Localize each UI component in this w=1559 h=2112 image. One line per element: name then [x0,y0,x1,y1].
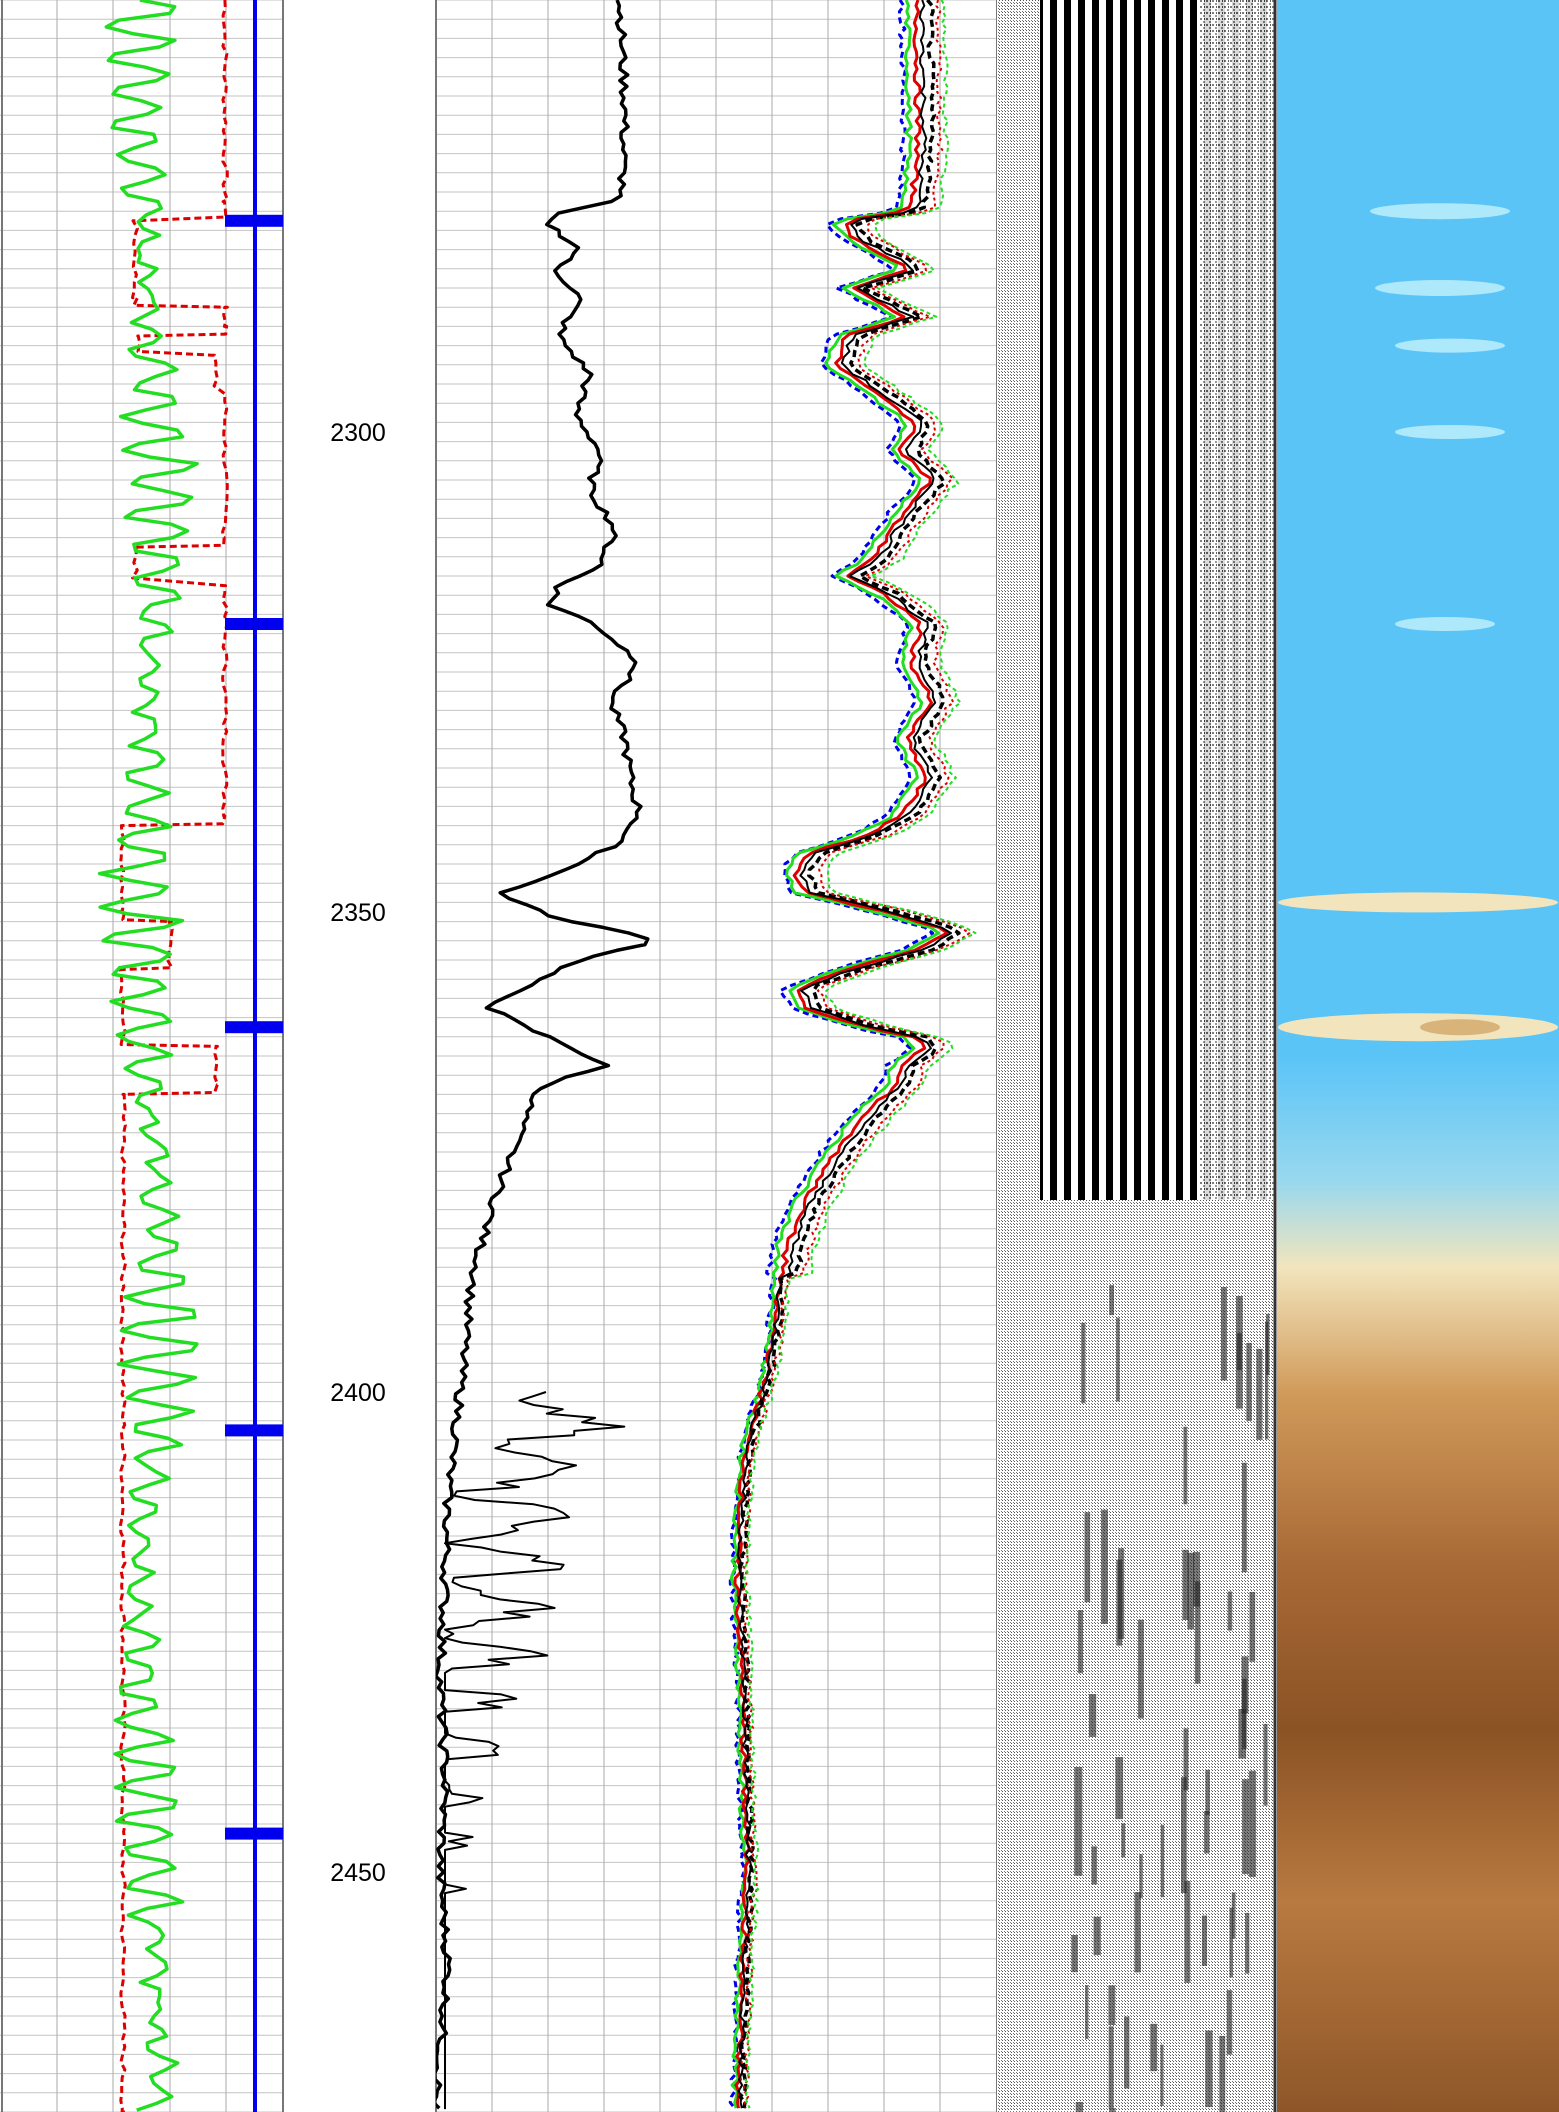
waveform-streak [1182,1549,1189,1620]
waveform-streak [1139,1854,1143,1899]
image-track [1277,0,1559,2112]
black-curve-primary [436,0,650,2110]
waveform-streak [1108,1985,1116,2026]
waveform-streak [1226,1990,1233,2055]
waveform-streak [1184,1880,1191,1983]
waveform-streak [1075,2101,1084,2112]
waveform-streak [1219,2035,1226,2112]
waveform-streak [1263,1723,1268,1806]
depth-label: 2350 [330,899,386,927]
waveform-streak [1256,1348,1263,1440]
waveform-streak [1242,1779,1249,1875]
waveform-streak [1265,1321,1269,1440]
blue-marker [225,1021,283,1034]
waveform-streak [1229,1907,1233,1978]
image-bright-band [1420,1019,1500,1036]
depth-track: 2300 2350 2400 2450 [330,419,386,1887]
image-bright-band [1395,617,1495,631]
waveform-streak [1084,1512,1091,1603]
waveform-streak [1245,1912,1250,1974]
waveform-streak [1085,1985,1089,2040]
waveform-streak [1183,1426,1188,1505]
waveform-streak [1193,1551,1200,1607]
green-curve-track3 [729,0,940,2109]
blue-marker [225,1424,283,1437]
waveform-streak [1194,1581,1201,1684]
waveform-track [997,0,1277,2112]
waveform-streak [1204,1810,1210,1854]
waveform-streak [1242,1678,1247,1749]
waveform-streak [1115,1757,1124,1820]
waveform-streak [1241,1462,1247,1573]
waveform-streak [1221,1287,1227,1381]
waveform-streak [1249,1591,1256,1662]
waveform-streak [1116,1559,1123,1646]
image-bright-band [1375,280,1505,296]
waveform-streak [1124,2016,1130,2089]
waveform-streak [1134,1892,1141,1973]
image-background [1277,0,1559,2112]
track-1-curves [97,0,283,2112]
image-bright-band [1370,203,1510,220]
waveform-streak [1180,1777,1187,1894]
waveform-streak [1205,2030,1213,2108]
depth-label: 2450 [330,1859,386,1887]
waveform-streak [1231,1892,1236,1939]
waveform-streak [1077,1610,1084,1674]
waveform-streak [1109,2108,1116,2112]
red-dotted-curve [742,0,971,2109]
waveform-streak [1150,2023,1158,2072]
waveform-streak [1227,1591,1233,1631]
image-bright-band [1395,338,1505,353]
waveform-streak [1187,1552,1195,1630]
waveform-streak [1205,1769,1210,1815]
waveform-streak [1071,1934,1078,1973]
blue-dashed-curve [728,0,935,2110]
waveform-noise [1200,0,1275,1200]
blue-marker [225,214,283,227]
waveform-streak [1183,1728,1189,1791]
waveform-streak [1137,1619,1144,1719]
waveform-streak [1109,1285,1115,1316]
green-dotted-curve [743,0,977,2109]
waveform-streak [1160,2044,1164,2107]
waveform-streak [1248,1770,1256,1877]
red-curve-track3 [733,0,949,2109]
waveform-streak [1246,1342,1252,1421]
waveform-streak [1091,1846,1097,1885]
waveform-streak [1236,1295,1243,1409]
black-curve-secondary [444,1391,626,2110]
green-curve [97,0,199,2112]
red-dashed-curve [118,0,229,2112]
waveform-streak [1121,1823,1126,1858]
waveform-streak [1081,1322,1086,1404]
depth-label: 2300 [330,419,386,447]
image-bright-band [1278,892,1558,913]
waveform-streak [1201,1915,1208,1966]
black-dashed-curve [738,0,961,2109]
blue-marker [225,618,283,630]
waveform-streak [1160,1824,1165,1898]
waveform-streak [1074,1766,1083,1876]
image-bright-band [1278,1013,1558,1042]
image-bright-band [1395,425,1505,439]
waveform-streak [1088,1694,1097,1737]
waveform-streak [1108,2026,1114,2109]
waveform-streak [1093,1916,1101,1956]
waveform-streak [1101,1509,1108,1624]
track-3-curves [436,0,977,2110]
blue-marker [225,1827,283,1840]
waveform-streak [1116,1317,1120,1402]
depth-label: 2400 [330,1379,386,1407]
